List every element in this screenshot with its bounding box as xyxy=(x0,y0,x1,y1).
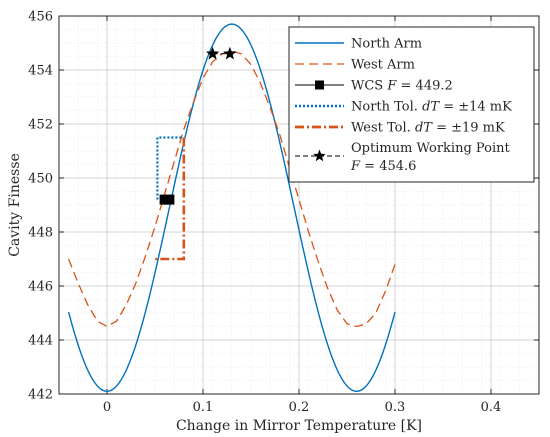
series-west-tolerance-line xyxy=(152,137,186,261)
optimum-star-marker xyxy=(205,46,220,60)
legend-label-optimum-working-point: Optimum Working Point xyxy=(351,141,510,156)
legend-wcs-square-icon xyxy=(315,80,324,90)
axis-ticks: 0 0.1 0.2 0.3 0.4 442 444 446 448 450 452 454 456 xyxy=(28,10,539,415)
y-tick-label: 456 xyxy=(28,10,53,25)
x-axis-label: Change in Mirror Temperature [K] xyxy=(176,418,422,434)
x-tick-label: 0.3 xyxy=(385,400,406,415)
legend-label-west-tol: West Tol. dT = ±19 mK xyxy=(351,121,505,136)
y-tick-label: 442 xyxy=(28,388,53,403)
legend-label-west-arm: West Arm xyxy=(351,58,415,73)
x-tick-label: 0.1 xyxy=(193,400,214,415)
wcs-square-marker xyxy=(164,194,175,205)
series-west-arm-line xyxy=(67,50,396,328)
optimum-star-marker xyxy=(223,46,237,60)
y-tick-label: 454 xyxy=(28,64,53,79)
x-tick-label: 0.4 xyxy=(481,400,502,415)
y-tick-label: 452 xyxy=(28,118,53,133)
legend-label-north-tol: North Tol. dT = ±14 mK xyxy=(351,100,512,115)
legend-label-wcs: WCS F = 449.2 xyxy=(351,79,453,94)
legend-label-north-arm: North Arm xyxy=(351,37,422,52)
x-tick-label: 0 xyxy=(103,400,111,415)
legend-label-optimum-working-point-value: F = 454.6 xyxy=(350,159,416,174)
series-layer xyxy=(67,23,396,393)
y-tick-label: 444 xyxy=(28,334,53,349)
series-north-tolerance-line xyxy=(156,136,182,200)
x-tick-label: 0.2 xyxy=(289,400,310,415)
y-tick-label: 450 xyxy=(28,172,53,187)
y-tick-label: 446 xyxy=(28,280,53,295)
y-axis-label: Cavity Finesse xyxy=(7,153,23,257)
y-tick-label: 448 xyxy=(28,226,53,241)
series-north-arm-line xyxy=(67,23,396,393)
legend: North Arm West Arm WCS F = 449.2 North Tol.… xyxy=(288,26,535,183)
legend-optimum-star-icon xyxy=(313,149,326,162)
